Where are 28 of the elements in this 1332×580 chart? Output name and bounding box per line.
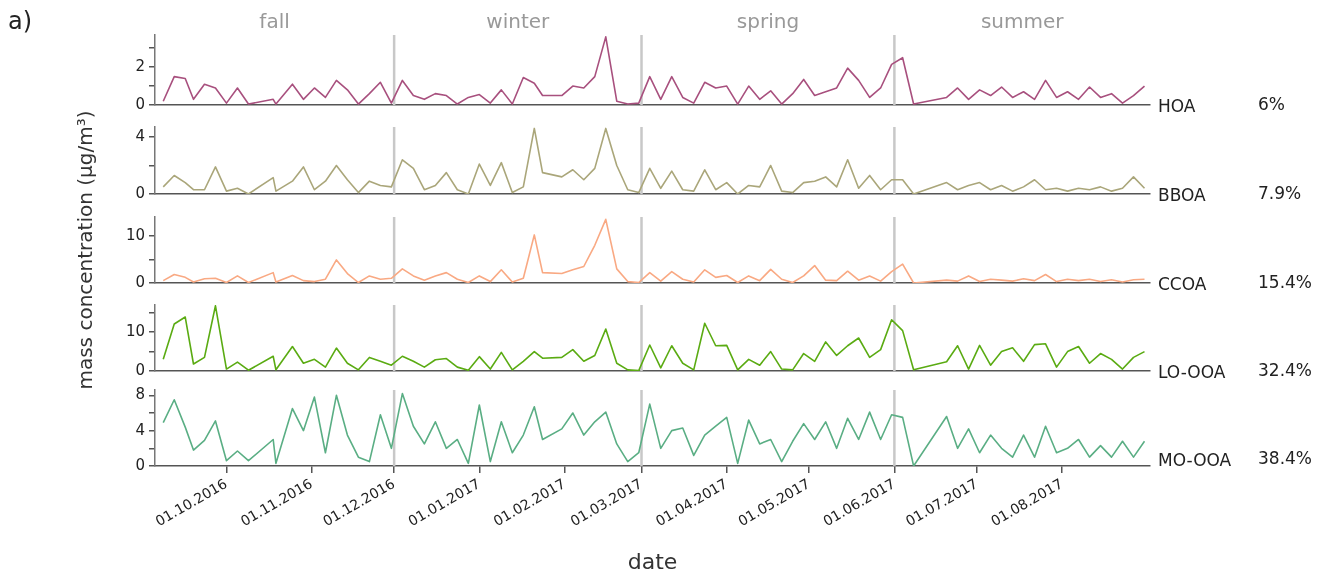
y-tick-label: 0 (135, 272, 145, 291)
y-tick-label: 4 (135, 420, 145, 439)
text: 32.4% (1258, 360, 1313, 380)
chart-title: a) (8, 6, 33, 36)
series-label: CCOA (1158, 274, 1207, 294)
text: winter (486, 9, 551, 34)
text: 6% (1258, 94, 1285, 114)
y-tick-label: 8 (135, 385, 145, 404)
text: summer (980, 9, 1065, 34)
y-tick-label: 2 (135, 57, 145, 76)
text: spring (736, 9, 800, 34)
series-label: LO-OOA (1158, 362, 1226, 382)
x-axis-title: date (627, 548, 678, 574)
text: fall (259, 9, 290, 34)
y-tick-label: 0 (135, 360, 145, 379)
text: 15.4% (1258, 272, 1313, 292)
y-axis-title: mass concentration (µg/m³) (73, 110, 97, 390)
series-label: MO-OOA (1158, 450, 1232, 470)
y-tick-label: 10 (125, 322, 145, 341)
y-tick-label: 0 (135, 455, 145, 474)
y-tick-label: 4 (135, 126, 145, 145)
text: 7.9% (1258, 183, 1302, 203)
series-label: HOA (1158, 96, 1196, 116)
y-tick-label: 10 (125, 225, 145, 244)
y-tick-label: 0 (135, 183, 145, 202)
series-label: BBOA (1158, 185, 1206, 205)
text: 38.4% (1258, 448, 1313, 468)
y-tick-label: 0 (135, 94, 145, 113)
